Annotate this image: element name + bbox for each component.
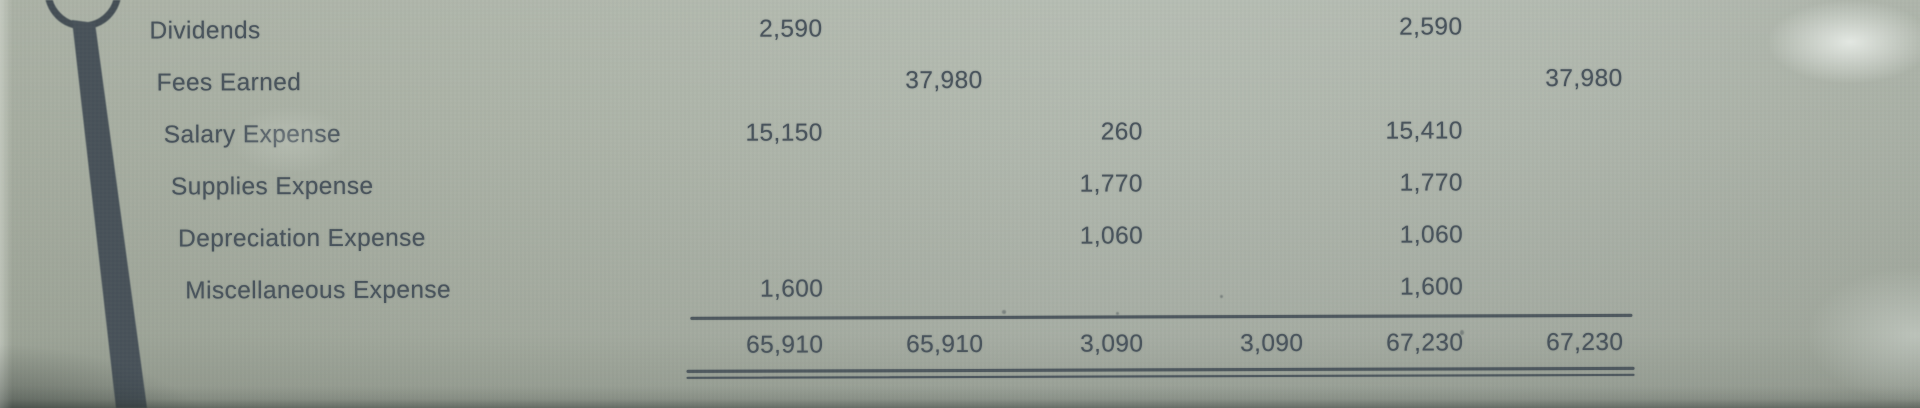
cell-adjusted-tb-debit: 1,600	[1399, 273, 1464, 301]
cell-trial-balance-debit: 2,590	[759, 15, 823, 43]
cell-adjustments-credit	[1142, 3, 1302, 54]
pin-marker	[45, 0, 147, 408]
cell-adjusted-tb-credit: 37,980	[1545, 64, 1623, 93]
table-row: Miscellaneous Expense 1,600 1,600	[0, 261, 1920, 317]
cell-adjusted-tb-debit	[1303, 54, 1463, 105]
cell-trial-balance-debit	[663, 212, 823, 263]
cell-adjustments-debit: 1,060	[1079, 222, 1144, 250]
cell-adjusted-tb-credit	[1463, 106, 1623, 157]
table-row: Fees Earned 37,980 37,980	[0, 53, 1920, 109]
totals-row: 65,910 65,910 3,090 3,090 67,230 67,230	[0, 317, 1920, 373]
total-adjustments-credit: 3,090	[1240, 329, 1304, 358]
cell-adjustments-credit	[1143, 107, 1303, 158]
table-row: Salary Expense 15,150 260 15,410	[0, 105, 1920, 161]
cell-adjustments-debit: 1,770	[1079, 170, 1143, 198]
cell-adjusted-tb-debit: 15,410	[1385, 117, 1463, 145]
dust-speck	[1116, 312, 1119, 315]
pin-shaft	[72, 20, 147, 408]
cell-adjusted-tb-credit	[1463, 262, 1623, 313]
cell-trial-balance-debit: 15,150	[745, 119, 823, 147]
cell-adjustments-debit	[982, 3, 1142, 54]
table-row: Depreciation Expense 1,060 1,060	[0, 209, 1920, 265]
cell-adjustments-debit: 260	[1100, 118, 1143, 146]
dust-speck	[1002, 310, 1006, 314]
cell-adjustments-credit	[1143, 55, 1303, 106]
cell-adjusted-tb-credit	[1463, 158, 1623, 209]
dust-speck	[1460, 330, 1464, 335]
dust-speck	[1220, 295, 1223, 298]
cell-adjustments-debit	[983, 263, 1143, 314]
cell-trial-balance-credit	[823, 264, 983, 315]
table-row: Dividends 2,590 2,590	[0, 1, 1920, 57]
cell-trial-balance-debit	[663, 56, 823, 107]
cell-trial-balance-credit	[823, 212, 983, 263]
cell-trial-balance-debit	[663, 160, 823, 211]
cell-adjustments-credit	[1143, 211, 1303, 262]
totals-double-rule	[686, 373, 1635, 379]
cell-adjusted-tb-debit: 1,060	[1399, 221, 1464, 249]
cell-adjustments-credit	[1143, 263, 1303, 314]
cell-adjustments-debit	[983, 55, 1143, 106]
cell-adjusted-tb-credit	[1462, 2, 1622, 53]
cell-trial-balance-credit	[823, 108, 983, 159]
total-adjustments-debit: 3,090	[1080, 330, 1144, 358]
total-trial-balance-credit: 65,910	[906, 330, 984, 359]
cell-adjustments-credit	[1143, 159, 1303, 210]
cell-trial-balance-credit	[823, 160, 983, 211]
cell-trial-balance-debit: 1,600	[759, 275, 824, 303]
total-trial-balance-debit: 65,910	[746, 331, 824, 359]
cell-trial-balance-credit: 37,980	[905, 66, 983, 95]
cell-adjusted-tb-debit: 1,770	[1399, 169, 1463, 197]
total-adjusted-tb-credit: 67,230	[1546, 328, 1624, 357]
table-row: Supplies Expense 1,770 1,770	[0, 157, 1920, 213]
cell-adjusted-tb-credit	[1463, 210, 1623, 261]
total-adjusted-tb-debit: 67,230	[1386, 329, 1464, 357]
cell-adjusted-tb-debit: 2,590	[1399, 13, 1463, 41]
cell-trial-balance-credit	[822, 4, 982, 55]
